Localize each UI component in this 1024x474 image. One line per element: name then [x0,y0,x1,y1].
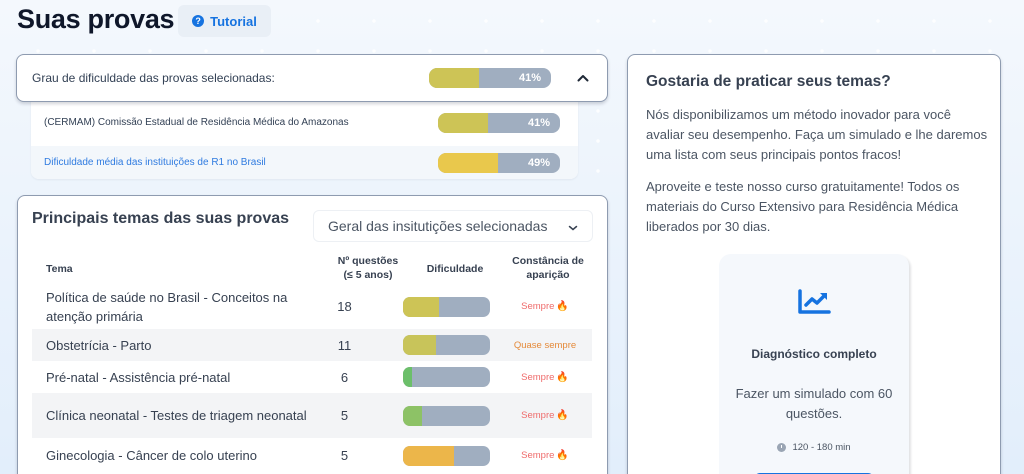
clock-icon [777,443,787,452]
frequency-text: Quase sempre [513,339,577,351]
column-header-tema: Tema [46,263,73,275]
institution-percent: 41% [527,117,550,129]
bar-fill [403,405,423,426]
practice-title: Gostaria de praticar seus temas? [646,73,891,90]
question-circle-icon: ? [192,15,205,27]
frequency-label: Sempre 🔥 [498,301,592,312]
theme-name: Pré-natal - Assistência pré-natal [46,369,231,385]
theme-name: Ginecologia - Câncer de colo uterino [46,448,258,463]
select-value: Geral das insitutições selecionadas [328,218,548,234]
column-header-constancia-line2: aparição [526,269,570,281]
column-header-constancia: Constância de aparição [503,254,593,282]
frequency-label: Sempre 🔥 [498,372,592,383]
frequency-text: Sempre [521,410,555,421]
tutorial-label: Tutorial [210,13,257,29]
institution-row: (CERMAM) Comissão Estadual de Residência… [31,100,578,146]
bar-fill [403,367,412,387]
frequency-label: Sempre 🔥 [498,450,592,461]
frequency-text: Sempre [521,450,555,461]
difficulty-bar-fill [429,68,480,88]
themes-card: Principais temas das suas provas Geral d… [17,195,608,474]
average-difficulty-bar: 49% [438,152,560,173]
table-row[interactable]: Obstetrícia - Parto 11 Quase sempre [32,329,592,361]
question-count: 5 [340,408,349,423]
question-count: 18 [337,299,352,314]
column-header-questoes-line2: (≤ 5 anos) [343,269,393,281]
diagnostic-duration: 120 - 180 min [719,442,909,453]
institution-row-average: Dificuldade média das instituições de R1… [31,146,578,179]
institutions-difficulty-list: (CERMAM) Comissão Estadual de Residência… [31,100,578,179]
table-row[interactable]: Ginecologia - Câncer de colo uterino 5 S… [32,438,592,473]
bar-fill [438,152,498,173]
duration-text: 120 - 180 min [792,442,851,453]
theme-difficulty-bar [403,405,490,426]
bar-fill [403,296,439,317]
frequency-label: Sempre 🔥 [498,410,592,421]
difficulty-bar: 41% [429,68,551,88]
column-header-constancia-line1: Constância de [512,255,584,267]
institution-name: (CERMAM) Comissão Estadual de Residência… [44,117,349,128]
difficulty-accordion-header[interactable]: Grau de dificuldade das provas seleciona… [16,54,608,102]
theme-difficulty-bar [403,296,490,317]
bar-fill [403,445,455,466]
frequency-text: Sempre [521,371,555,383]
theme-name: Obstetrícia - Parto [46,337,152,353]
practice-offer: Aproveite e teste nosso curso gratuitame… [646,179,960,234]
average-percent: 49% [527,156,550,169]
frequency-text: Sempre [521,301,555,312]
diagnostic-option-card[interactable]: Diagnóstico completo Fazer um simulado c… [719,254,909,474]
theme-difficulty-bar [403,367,490,387]
fire-icon: 🔥 [556,410,569,421]
column-header-questoes: Nº questões (≤ 5 anos) [323,254,413,282]
diagnostic-title: Diagnóstico completo [751,347,877,361]
frequency-label: Quase sempre [498,340,592,351]
table-row[interactable]: Pré-natal - Assistência pré-natal 6 Semp… [32,361,592,393]
bar-fill [403,335,437,355]
themes-title: Principais temas das suas provas [32,210,290,227]
difficulty-percent: 41% [518,72,541,84]
column-header-dificuldade: Dificuldade [426,263,484,275]
fire-icon: 🔥 [556,301,569,312]
difficulty-label: Grau de dificuldade das provas seleciona… [32,71,275,85]
page-title: Suas provas [17,4,175,34]
diagnostic-description: Fazer um simulado com 60 questões. [735,386,893,421]
fire-icon: 🔥 [556,371,569,383]
table-row[interactable]: Política de saúde no Brasil - Conceitos … [32,284,592,329]
institution-filter-select[interactable]: Geral das insitutições selecionadas [313,210,593,242]
bar-fill [438,113,489,133]
practice-description: Nós disponibilizamos um método inovador … [646,107,988,162]
themes-table: Política de saúde no Brasil - Conceitos … [32,284,592,473]
question-count: 5 [340,448,349,463]
chevron-down-icon [568,218,578,234]
theme-difficulty-bar [403,445,490,466]
question-count: 6 [340,369,349,385]
chart-trending-up-icon [798,289,831,314]
theme-name: Clínica neonatal - Testes de triagem neo… [46,408,307,423]
fire-icon: 🔥 [556,450,569,461]
practice-card: Gostaria de praticar seus temas? Nós dis… [627,54,1001,474]
institution-difficulty-bar: 41% [438,113,560,133]
chevron-up-icon[interactable] [576,71,590,85]
theme-difficulty-bar [403,335,490,355]
brazil-average-link[interactable]: Dificuldade média das instituições de R1… [44,156,266,168]
theme-name: Política de saúde no Brasil - Conceitos … [46,289,288,324]
tutorial-button[interactable]: ? Tutorial [178,5,271,37]
column-header-questoes-line1: Nº questões [337,255,399,267]
question-count: 11 [337,337,352,353]
table-row[interactable]: Clínica neonatal - Testes de triagem neo… [32,393,592,438]
